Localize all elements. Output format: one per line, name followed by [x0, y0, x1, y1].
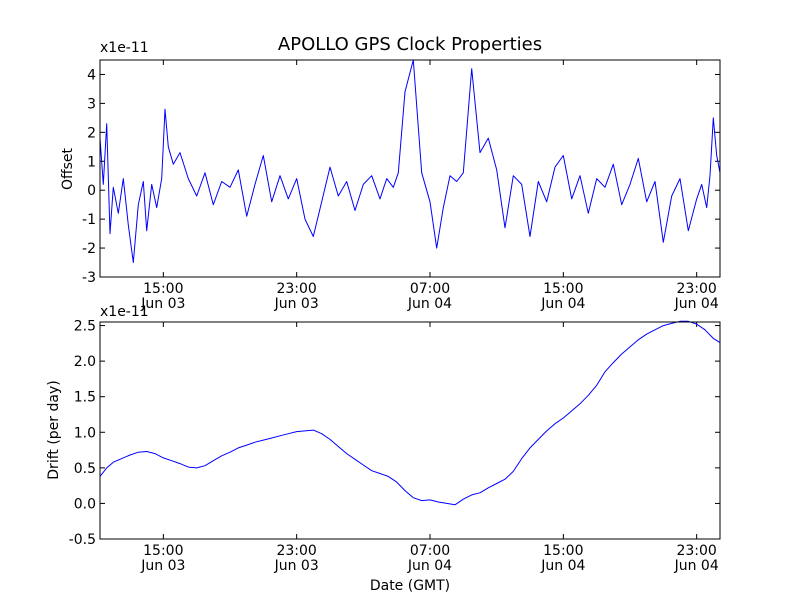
- drift-x-tick-date-label: Jun 04: [674, 558, 719, 574]
- drift-y-tick-label: 2.5: [74, 319, 96, 335]
- drift-x-tick-time-label: 15:00: [543, 543, 583, 559]
- offset-y-multiplier: x1e-11: [100, 40, 149, 56]
- offset-x-tick-time-label: 15:00: [143, 281, 183, 297]
- drift-y-tick-label: 0.5: [74, 461, 96, 477]
- offset-x-tick-date-label: Jun 04: [674, 296, 719, 312]
- drift-x-tick-time-label: 23:00: [676, 543, 716, 559]
- offset-x-tick-date-label: Jun 04: [540, 296, 585, 312]
- drift-panel: x1e-11 Drift (per day) Date (GMT) -0.5 0.…: [46, 304, 721, 594]
- offset-y-tick-label: -2: [82, 241, 96, 257]
- drift-x-tick-date-label: Jun 04: [407, 558, 452, 574]
- offset-plot-frame: [99, 59, 721, 278]
- drift-series: [99, 320, 721, 506]
- drift-y-tick-label: 0.0: [74, 496, 96, 512]
- offset-series: [99, 59, 721, 263]
- offset-x-tick-time-label: 23:00: [676, 281, 716, 297]
- offset-x-tick-time-label: 07:00: [410, 281, 450, 297]
- offset-y-axis-label: Offset: [60, 147, 76, 190]
- offset-series-line: [99, 59, 721, 263]
- offset-x-tick-date-label: Jun 03: [274, 296, 319, 312]
- drift-x-tick-time-label: 07:00: [410, 543, 450, 559]
- drift-y-tick-label: 1.5: [74, 390, 96, 406]
- drift-plot-frame: [99, 321, 721, 540]
- offset-x-tick-date-label: Jun 04: [407, 296, 452, 312]
- drift-x-tick-time-label: 15:00: [143, 543, 183, 559]
- drift-x-tick-time-label: 23:00: [276, 543, 316, 559]
- offset-y-tick-label: 1: [87, 154, 96, 170]
- offset-y-tick-label: 2: [87, 125, 96, 141]
- drift-x-tick-date-label: Jun 03: [274, 558, 319, 574]
- offset-x-tick-time-label: 15:00: [543, 281, 583, 297]
- offset-y-tick-label: 3: [87, 96, 96, 112]
- chart-title: APOLLO GPS Clock Properties: [278, 34, 542, 55]
- drift-y-tick-label: -0.5: [69, 532, 96, 548]
- drift-x-axis-label: Date (GMT): [370, 578, 450, 594]
- drift-x-tick-date-label: Jun 03: [140, 558, 185, 574]
- drift-y-axis-label: Drift (per day): [46, 380, 62, 479]
- drift-y-tick-label: 2.0: [74, 354, 96, 370]
- drift-x-tick-date-label: Jun 04: [540, 558, 585, 574]
- drift-series-line: [99, 320, 721, 506]
- offset-y-tick-label: 0: [87, 183, 96, 199]
- drift-y-multiplier: x1e-11: [100, 304, 149, 320]
- drift-y-tick-label: 1.0: [74, 425, 96, 441]
- offset-y-tick-label: -1: [82, 212, 96, 228]
- offset-x-tick-time-label: 23:00: [276, 281, 316, 297]
- offset-y-tick-label: 4: [87, 67, 96, 83]
- offset-panel: APOLLO GPS Clock Properties x1e-11 Offse…: [60, 34, 721, 312]
- offset-y-tick-label: -3: [82, 270, 96, 286]
- offset-x-tick-date-label: Jun 03: [140, 296, 185, 312]
